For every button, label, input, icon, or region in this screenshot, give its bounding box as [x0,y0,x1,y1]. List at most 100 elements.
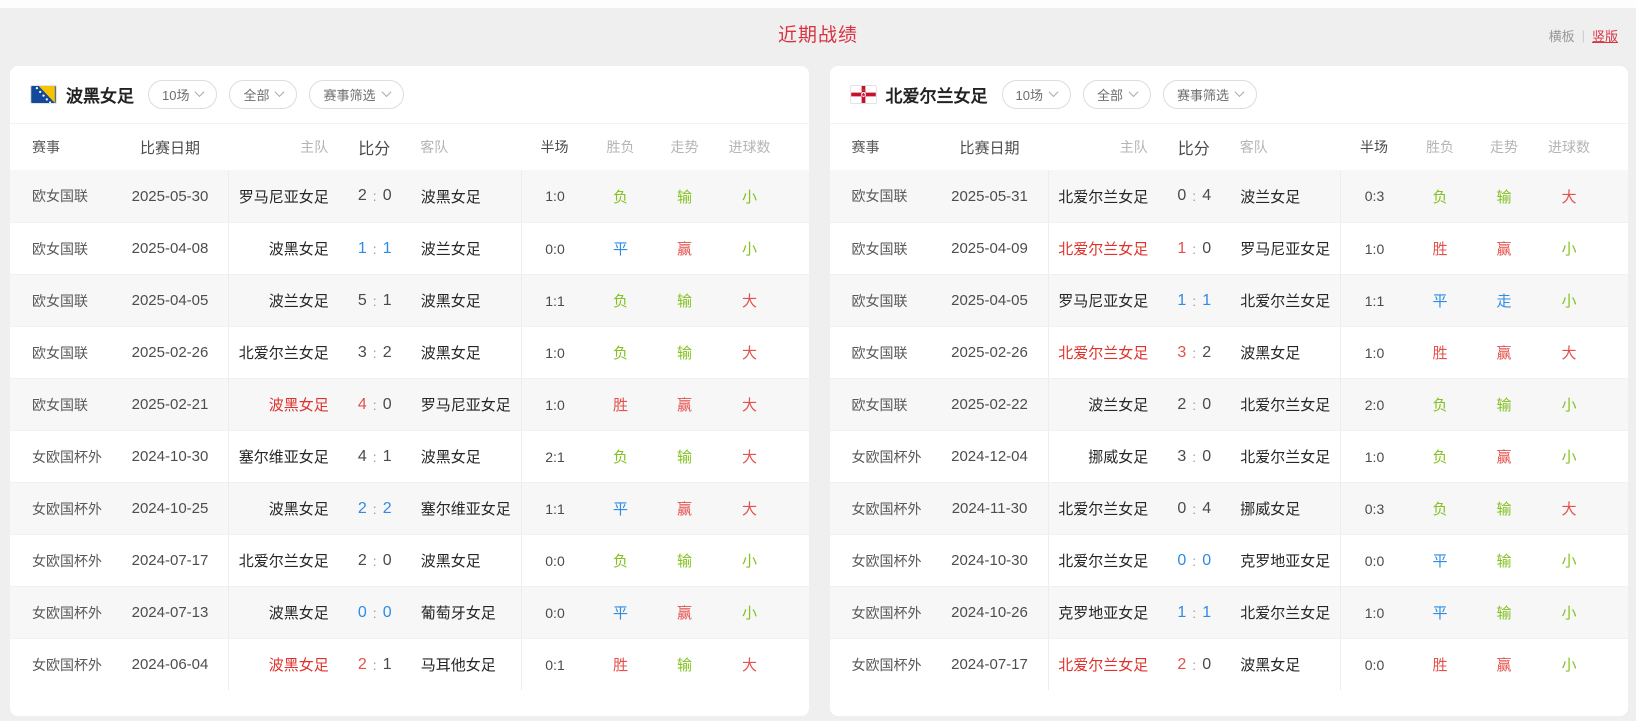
page-title: 近期战绩 [777,24,858,46]
away-team-cell: 克罗地亚女足 [1240,553,1331,570]
table-row[interactable]: 女欧国杯外 2024-10-30 北爱尔兰女足 0:0 克罗地亚女足 0:0 平… [829,534,1628,586]
trend-cell: 输 [676,293,692,310]
table-row[interactable]: 欧女国联 2025-04-05 波兰女足 5:1 波黑女足 1:1 负 输 大 [10,274,809,326]
team-panel-right: 北爱尔兰女足 10场 全部 赛事筛选 赛事 比赛日期 主队 比分 客队 半场 胜… [829,66,1628,716]
halftime-cell: 1:0 [520,379,589,430]
score-separator: : [372,448,377,465]
halftime-cell: 0:0 [520,587,589,638]
col-halftime: 半场 [540,139,569,155]
goals-cell: 大 [741,293,757,310]
away-team-cell: 马耳他女足 [420,657,496,674]
score-cell: 1:1 [1148,604,1240,622]
date-cell: 2025-02-26 [131,344,209,361]
table-row[interactable]: 女欧国杯外 2024-12-04 挪威女足 3:0 北爱尔兰女足 1:0 负 赢… [829,430,1628,482]
table-row[interactable]: 女欧国杯外 2024-11-30 北爱尔兰女足 0:4 挪威女足 0:3 负 输… [829,482,1628,534]
competition-cell: 欧女国联 [851,344,908,361]
table-row[interactable]: 欧女国联 2025-02-21 波黑女足 4:0 罗马尼亚女足 1:0 胜 赢 … [10,378,809,430]
competition-filter-dropdown[interactable]: 赛事筛选 [309,80,404,109]
score-cell: 3:0 [1148,448,1240,466]
result-cell: 平 [612,501,628,518]
home-team-cell: 罗马尼亚女足 [228,170,329,222]
scope-dropdown[interactable]: 全部 [1082,80,1151,109]
score-separator: : [372,552,377,569]
home-goals: 1 [1177,603,1187,621]
score-separator: : [1192,344,1197,361]
trend-cell: 输 [676,657,692,674]
goals-cell: 小 [741,553,757,570]
panel-header: 北爱尔兰女足 10场 全部 赛事筛选 [829,66,1628,124]
away-goals: 1 [382,655,392,673]
horizontal-layout-link[interactable]: 横板 [1548,29,1575,44]
trend-cell: 赢 [1496,449,1512,466]
col-away: 客队 [1239,139,1268,155]
home-goals: 3 [357,343,367,361]
table-row[interactable]: 女欧国杯外 2024-10-26 克罗地亚女足 1:1 北爱尔兰女足 1:0 平… [829,586,1628,638]
trend-cell: 输 [1496,501,1512,518]
col-halftime: 半场 [1360,139,1388,155]
goals-cell: 小 [741,188,757,206]
col-trend: 走势 [1490,139,1518,155]
home-goals: 0 [1177,551,1187,569]
competition-filter-dropdown[interactable]: 赛事筛选 [1162,80,1257,109]
competition-cell: 女欧国杯外 [851,552,922,569]
table-row[interactable]: 欧女国联 2025-05-31 北爱尔兰女足 0:4 波兰女足 0:3 负 输 … [829,170,1628,222]
score-separator: : [1192,604,1197,621]
competition-cell: 欧女国联 [851,240,908,257]
score-separator: : [372,292,377,309]
home-team-cell: 塞尔维亚女足 [228,431,329,482]
competition-cell: 女欧国杯外 [851,500,922,517]
trend-cell: 赢 [676,241,692,258]
competition-cell: 女欧国杯外 [32,448,102,465]
date-cell: 2025-04-05 [131,292,209,309]
match-count-dropdown[interactable]: 10场 [1001,80,1071,109]
table-row[interactable]: 欧女国联 2025-02-26 北爱尔兰女足 3:2 波黑女足 1:0 负 输 … [10,326,809,378]
match-count-dropdown[interactable]: 10场 [148,80,218,109]
away-team-cell: 北爱尔兰女足 [1240,449,1331,466]
score-cell: 0:4 [1148,187,1240,205]
trend-cell: 赢 [676,397,692,414]
home-team-cell: 北爱尔兰女足 [1047,327,1148,378]
table-row[interactable]: 女欧国杯外 2024-10-30 塞尔维亚女足 4:1 波黑女足 2:1 负 输… [10,430,809,482]
trend-cell: 输 [1496,553,1512,570]
competition-cell: 女欧国杯外 [851,448,922,465]
table-row[interactable]: 欧女国联 2025-04-09 北爱尔兰女足 1:0 罗马尼亚女足 1:0 胜 … [829,222,1628,274]
away-goals: 0 [1202,447,1212,465]
chevron-down-icon [1048,86,1059,97]
table-row[interactable]: 女欧国杯外 2024-07-17 北爱尔兰女足 2:0 波黑女足 0:0 负 输… [10,534,809,586]
col-result: 胜负 [606,139,635,155]
date-cell: 2025-02-26 [951,344,1028,361]
score-cell: 2:0 [1148,656,1240,674]
scope-dropdown[interactable]: 全部 [229,80,298,109]
vertical-layout-link[interactable]: 竖版 [1591,29,1618,44]
away-team-cell: 波兰女足 [1240,188,1301,206]
result-cell: 负 [1432,449,1448,466]
col-result: 胜负 [1426,139,1454,155]
result-cell: 平 [1432,293,1448,310]
table-row[interactable]: 欧女国联 2025-04-08 波黑女足 1:1 波兰女足 0:0 平 赢 小 [10,222,809,274]
score-cell: 5:1 [329,292,421,310]
table-row[interactable]: 女欧国杯外 2024-10-25 波黑女足 2:2 塞尔维亚女足 1:1 平 赢… [10,482,809,534]
halftime-cell: 1:0 [1340,327,1408,378]
score-cell: 1:0 [1148,240,1240,258]
date-cell: 2024-07-17 [951,656,1028,673]
trend-cell: 赢 [1496,657,1512,674]
table-row[interactable]: 欧女国联 2025-05-30 罗马尼亚女足 2:0 波黑女足 1:0 负 输 … [10,170,809,222]
table-row[interactable]: 欧女国联 2025-02-26 北爱尔兰女足 3:2 波黑女足 1:0 胜 赢 … [829,326,1628,378]
table-row[interactable]: 欧女国联 2025-04-05 罗马尼亚女足 1:1 北爱尔兰女足 1:1 平 … [829,274,1628,326]
home-team-cell: 波黑女足 [228,639,329,690]
home-goals: 2 [1177,395,1187,413]
table-row[interactable]: 欧女国联 2025-02-22 波兰女足 2:0 北爱尔兰女足 2:0 负 输 … [829,378,1628,430]
result-cell: 胜 [1432,345,1448,362]
home-team-cell: 克罗地亚女足 [1047,587,1148,638]
table-row[interactable]: 女欧国杯外 2024-06-04 波黑女足 2:1 马耳他女足 0:1 胜 输 … [10,638,809,690]
competition-cell: 欧女国联 [32,188,88,204]
table-row[interactable]: 女欧国杯外 2024-07-13 波黑女足 0:0 葡萄牙女足 0:0 平 赢 … [10,586,809,638]
away-team-cell: 挪威女足 [1240,501,1301,518]
table-row[interactable]: 女欧国杯外 2024-07-17 北爱尔兰女足 2:0 波黑女足 0:0 胜 赢… [829,638,1628,690]
date-cell: 2024-06-04 [131,656,209,673]
result-cell: 胜 [1432,657,1448,674]
away-goals: 0 [1202,395,1212,413]
competition-cell: 欧女国联 [851,396,908,413]
away-goals: 1 [382,239,392,257]
link-divider: | [1581,28,1585,43]
